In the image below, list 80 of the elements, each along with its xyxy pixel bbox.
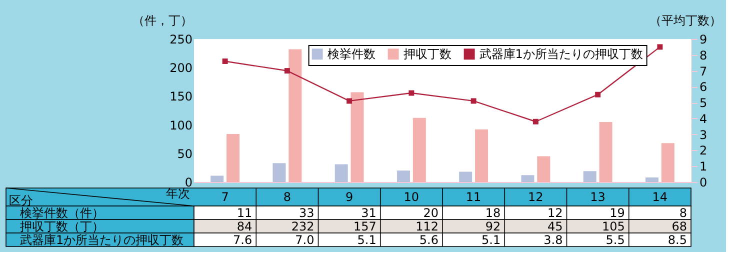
data-label: 5.1 bbox=[482, 232, 501, 247]
data-label: 8.5 bbox=[668, 232, 687, 247]
data-label: 92 bbox=[485, 219, 501, 234]
y2-tick-label: 8 bbox=[700, 48, 708, 62]
text: 武器庫1か所当たりの押収丁数 bbox=[20, 232, 184, 247]
y2-tick-label: 4 bbox=[700, 112, 708, 126]
data-label: 45 bbox=[547, 219, 563, 234]
bar bbox=[583, 171, 596, 182]
data-label: 112 bbox=[416, 219, 438, 234]
point bbox=[346, 98, 352, 104]
x-tick-label: 11 bbox=[466, 190, 482, 204]
data-label: 31 bbox=[361, 206, 376, 220]
text: 押収丁数（丁） bbox=[20, 219, 104, 234]
data-label: 5.6 bbox=[419, 232, 438, 247]
bar bbox=[396, 170, 410, 182]
data-label: 7.6 bbox=[233, 232, 252, 247]
data-label: 11 bbox=[236, 206, 252, 220]
data-label: 20 bbox=[423, 206, 438, 220]
y2-tick-label: 3 bbox=[700, 128, 708, 142]
data-label: 18 bbox=[485, 206, 501, 220]
bar bbox=[661, 143, 674, 182]
data-label: 8 bbox=[679, 206, 687, 220]
y-tick-label: 150 bbox=[170, 90, 192, 104]
data-label: 7.0 bbox=[295, 232, 314, 247]
y2-tick-label: 0 bbox=[700, 176, 708, 190]
bar bbox=[475, 129, 488, 182]
x-tick-label: 10 bbox=[404, 190, 420, 204]
x-tick-label: 14 bbox=[652, 190, 668, 204]
y2-tick-label: 1 bbox=[700, 160, 708, 174]
bar bbox=[521, 175, 534, 182]
data-label: 68 bbox=[672, 219, 687, 234]
text: 区分 bbox=[9, 194, 33, 208]
y-tick-label: 100 bbox=[170, 118, 192, 132]
data-label: 19 bbox=[610, 206, 625, 220]
point bbox=[657, 44, 663, 50]
x-tick-label: 13 bbox=[590, 190, 606, 204]
y2-tick-label: 9 bbox=[700, 32, 708, 46]
bar bbox=[226, 134, 240, 182]
y2-tick-label: 6 bbox=[700, 80, 708, 94]
y2-axis-title: （平均丁数） bbox=[650, 14, 722, 28]
legend-label: 押収丁数 bbox=[403, 47, 452, 62]
bar bbox=[412, 118, 426, 182]
bar bbox=[537, 156, 550, 182]
bar bbox=[210, 176, 224, 182]
data-label: 5.5 bbox=[606, 232, 625, 247]
text: 検挙件数（件） bbox=[20, 206, 104, 220]
bar bbox=[459, 172, 472, 182]
data-label: 84 bbox=[236, 219, 252, 234]
point bbox=[595, 92, 601, 98]
bar bbox=[272, 163, 286, 182]
bar bbox=[334, 164, 348, 182]
data-label: 33 bbox=[298, 206, 314, 220]
y2-tick-label: 5 bbox=[700, 96, 708, 110]
bar bbox=[645, 177, 658, 182]
data-label: 3.8 bbox=[544, 232, 563, 247]
y2-tick-label: 7 bbox=[700, 64, 708, 78]
data-label: 5.1 bbox=[357, 232, 376, 247]
data-label: 232 bbox=[291, 219, 314, 234]
bar bbox=[288, 49, 302, 182]
point bbox=[222, 58, 228, 64]
y-axis-title: （件，丁） bbox=[132, 14, 192, 28]
y2-tick-label: 2 bbox=[700, 144, 708, 158]
legend-label: 武器庫1か所当たりの押収丁数 bbox=[479, 47, 643, 62]
x-tick-label: 9 bbox=[345, 190, 354, 204]
point bbox=[284, 68, 290, 74]
bar bbox=[599, 122, 612, 182]
data-label: 12 bbox=[547, 206, 563, 220]
y-tick-label: 50 bbox=[177, 146, 192, 161]
y-tick-label: 250 bbox=[170, 32, 192, 46]
x-tick-label: 8 bbox=[283, 190, 292, 204]
point bbox=[470, 98, 476, 104]
y-tick-label: 200 bbox=[170, 61, 192, 76]
x-tick-label: 12 bbox=[528, 190, 544, 204]
data-label: 157 bbox=[353, 219, 376, 234]
legend-label: 検挙件数 bbox=[327, 47, 376, 62]
point bbox=[532, 118, 538, 124]
x-tick-label: 7 bbox=[221, 190, 229, 204]
bar bbox=[350, 92, 364, 182]
data-label: 105 bbox=[602, 219, 625, 234]
point bbox=[408, 90, 414, 96]
